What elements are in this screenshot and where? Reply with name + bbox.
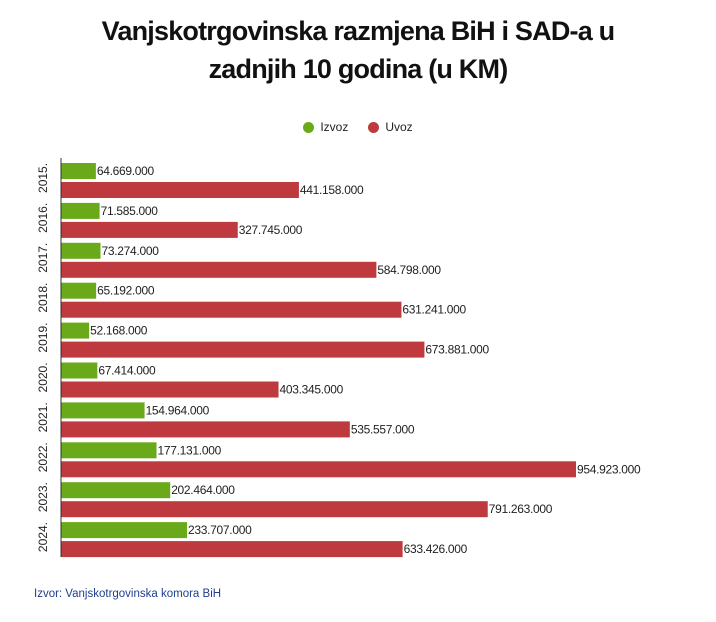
data-label-izvoz-2015: 64.669.000 (97, 164, 155, 178)
bar-uvoz-2019 (61, 341, 425, 358)
data-label-uvoz-2020: 403.345.000 (280, 383, 344, 397)
bar-uvoz-2023 (61, 501, 488, 518)
data-label-izvoz-2020: 67.414.000 (98, 364, 156, 378)
data-label-uvoz-2022: 954.923.000 (577, 462, 641, 476)
chart-title-line-1: Vanjskotrgovinska razmjena BiH i SAD-a u (101, 16, 615, 46)
category-label-2019: 2019. (36, 323, 50, 353)
legend-label-izvoz: Izvoz (320, 120, 349, 134)
bar-izvoz-2021 (61, 402, 145, 419)
data-label-izvoz-2023: 202.464.000 (171, 483, 235, 497)
data-label-uvoz-2017: 584.798.000 (377, 263, 441, 277)
category-label-2024: 2024. (36, 522, 50, 552)
chart-title: Vanjskotrgovinska razmjena BiH i SAD-a u… (0, 12, 716, 88)
data-label-uvoz-2015: 441.158.000 (300, 183, 364, 197)
bar-izvoz-2019 (61, 322, 90, 339)
data-label-izvoz-2016: 71.585.000 (101, 204, 159, 218)
source-note: Izvor: Vanjskotrgovinska komora BiH (34, 588, 222, 600)
data-label-uvoz-2021: 535.557.000 (351, 422, 415, 436)
bar-izvoz-2023 (61, 482, 171, 499)
category-label-2018: 2018. (36, 283, 50, 313)
category-label-2015: 2015. (36, 163, 50, 193)
legend-item-izvoz: Izvoz (303, 120, 348, 134)
bar-uvoz-2018 (61, 301, 402, 318)
data-label-izvoz-2021: 154.964.000 (146, 403, 210, 417)
bar-uvoz-2015 (61, 182, 299, 198)
chart-legend: Izvoz Uvoz (0, 120, 716, 134)
data-label-izvoz-2024: 233.707.000 (188, 523, 252, 537)
legend-label-uvoz: Uvoz (385, 120, 413, 134)
bar-izvoz-2024 (61, 522, 188, 539)
category-label-2023: 2023. (36, 482, 50, 512)
bar-izvoz-2018 (61, 282, 97, 299)
data-label-uvoz-2016: 327.745.000 (239, 223, 303, 237)
bar-uvoz-2020 (61, 381, 279, 398)
bar-uvoz-2017 (61, 261, 377, 278)
legend-swatch-izvoz (303, 121, 315, 133)
data-label-izvoz-2019: 52.168.000 (90, 324, 148, 338)
data-label-izvoz-2017: 73.274.000 (102, 244, 160, 258)
data-label-izvoz-2018: 65.192.000 (97, 284, 155, 298)
bar-izvoz-2016 (61, 202, 100, 219)
category-label-2017: 2017. (36, 243, 50, 273)
bar-izvoz-2022 (61, 442, 157, 459)
bar-uvoz-2021 (61, 421, 350, 438)
bar-izvoz-2015 (61, 163, 96, 179)
bar-uvoz-2016 (61, 221, 238, 238)
data-label-uvoz-2023: 791.263.000 (489, 502, 553, 516)
category-label-2016: 2016. (36, 203, 50, 233)
category-label-2020: 2020. (36, 362, 50, 392)
category-label-2021: 2021. (36, 402, 50, 432)
legend-swatch-uvoz (368, 121, 380, 133)
bar-izvoz-2020 (61, 362, 98, 379)
data-label-uvoz-2018: 631.241.000 (402, 303, 466, 317)
category-label-2022: 2022. (36, 442, 50, 472)
data-label-izvoz-2022: 177.131.000 (158, 443, 222, 457)
bar-uvoz-2022 (61, 461, 576, 478)
data-label-uvoz-2019: 673.881.000 (425, 343, 489, 357)
bar-uvoz-2024 (61, 541, 403, 558)
data-label-uvoz-2024: 633.426.000 (404, 542, 468, 556)
legend-item-uvoz: Uvoz (368, 120, 413, 134)
chart-title-line-2: zadnjih 10 godina (u KM) (208, 54, 509, 84)
bar-izvoz-2017 (61, 242, 101, 259)
